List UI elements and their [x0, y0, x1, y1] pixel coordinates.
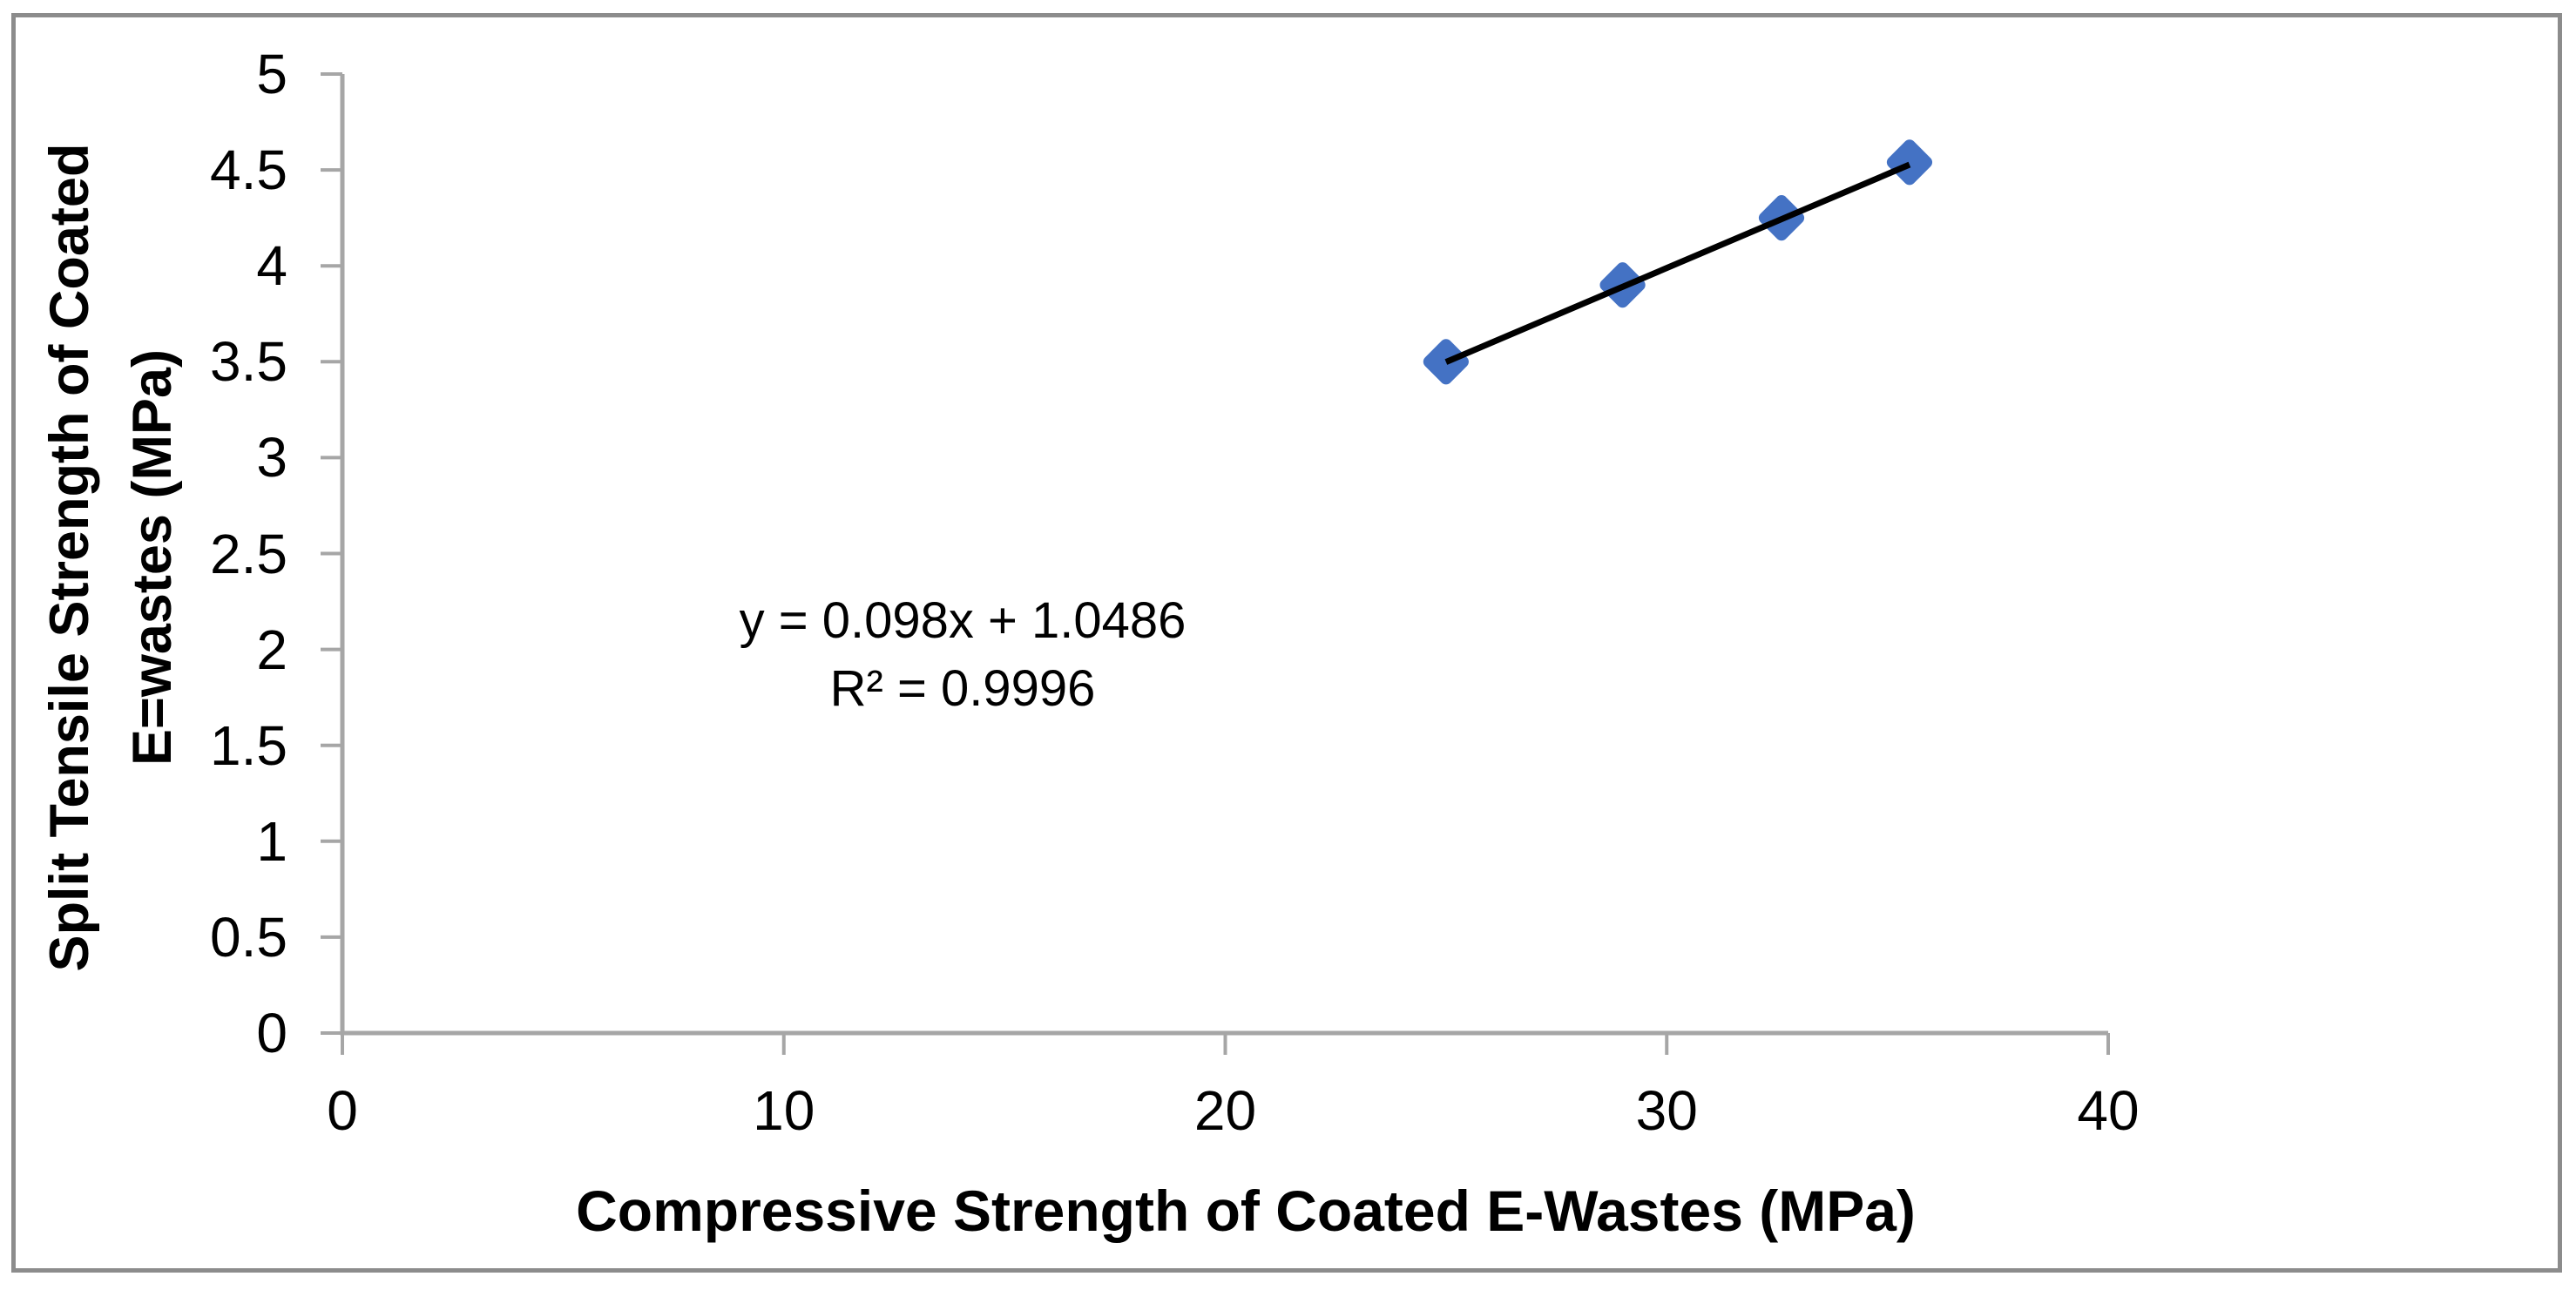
y-axis-tick-label: 4	[256, 233, 287, 297]
y-axis-tick-label: 3	[256, 426, 287, 490]
x-axis-tick-label: 10	[753, 1079, 815, 1142]
chart-border	[11, 13, 2562, 1273]
y-axis-tick-label: 2	[256, 618, 287, 681]
x-axis-title: Compressive Strength of Coated E-Wastes …	[576, 1179, 1916, 1243]
y-axis-title-line1: Split Tensile Strength of Coated	[39, 143, 100, 972]
x-axis-tick-label: 0	[327, 1079, 358, 1142]
y-axis-tick-label: 4.5	[210, 138, 287, 201]
y-axis-tick-label: 1	[256, 809, 287, 873]
y-axis-tick-label: 5	[256, 42, 287, 105]
x-axis-tick-label: 40	[2077, 1079, 2140, 1142]
trendline-equation: y = 0.098x + 1.0486	[739, 592, 1187, 649]
y-axis-tick-label: 0.5	[210, 905, 287, 969]
trendline-r-squared: R² = 0.9996	[829, 660, 1096, 717]
y-axis-tick-label: 1.5	[210, 713, 287, 777]
data-point-marker	[1886, 139, 1933, 186]
y-axis-title-line2: E=wastes (MPa)	[122, 349, 183, 766]
y-axis-title: Split Tensile Strength of Coated E=waste…	[29, 144, 194, 972]
y-axis-tick-label: 3.5	[210, 330, 287, 394]
x-axis-tick-label: 30	[1635, 1079, 1698, 1142]
y-axis-tick-label: 2.5	[210, 522, 287, 585]
trendline	[1444, 161, 1911, 365]
trendline-annotation: y = 0.098x + 1.0486 R² = 0.9996	[740, 587, 1187, 723]
y-axis-tick-label: 0	[256, 1001, 287, 1064]
x-axis-tick-label: 20	[1193, 1079, 1257, 1142]
